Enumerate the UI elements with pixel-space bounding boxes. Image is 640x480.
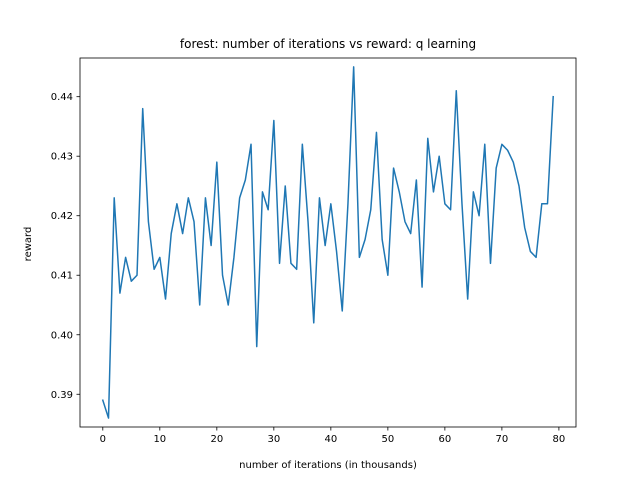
x-tick-label: 20 bbox=[210, 434, 223, 445]
x-axis-label: number of iterations (in thousands) bbox=[239, 460, 417, 471]
y-tick-label: 0.40 bbox=[51, 330, 73, 341]
y-tick-label: 0.44 bbox=[51, 92, 73, 103]
axes: 0 10 20 30 40 50 60 70 80 0.39 0.40 0.41 0.42 0.43 0.4… bbox=[51, 57, 577, 445]
x-tick-label: 70 bbox=[496, 434, 509, 445]
x-tick-label: 60 bbox=[439, 434, 452, 445]
x-tick-label: 40 bbox=[324, 434, 337, 445]
plot-area bbox=[101, 66, 554, 419]
y-tick-label: 0.41 bbox=[51, 271, 73, 282]
y-tick-label: 0.42 bbox=[51, 211, 73, 222]
chart-title: forest: number of iterations vs reward: … bbox=[180, 37, 476, 51]
x-tick-label: 80 bbox=[553, 434, 566, 445]
series-line-0 bbox=[101, 66, 554, 419]
y-tick-label: 0.39 bbox=[51, 390, 73, 401]
x-tick-label: 0 bbox=[100, 434, 106, 445]
axes-frame bbox=[79, 57, 577, 428]
y-axis-label: reward bbox=[23, 227, 34, 262]
x-tick-label: 30 bbox=[267, 434, 280, 445]
x-tick-label: 10 bbox=[153, 434, 166, 445]
y-tick-label: 0.43 bbox=[51, 152, 73, 163]
x-tick-label: 50 bbox=[381, 434, 394, 445]
